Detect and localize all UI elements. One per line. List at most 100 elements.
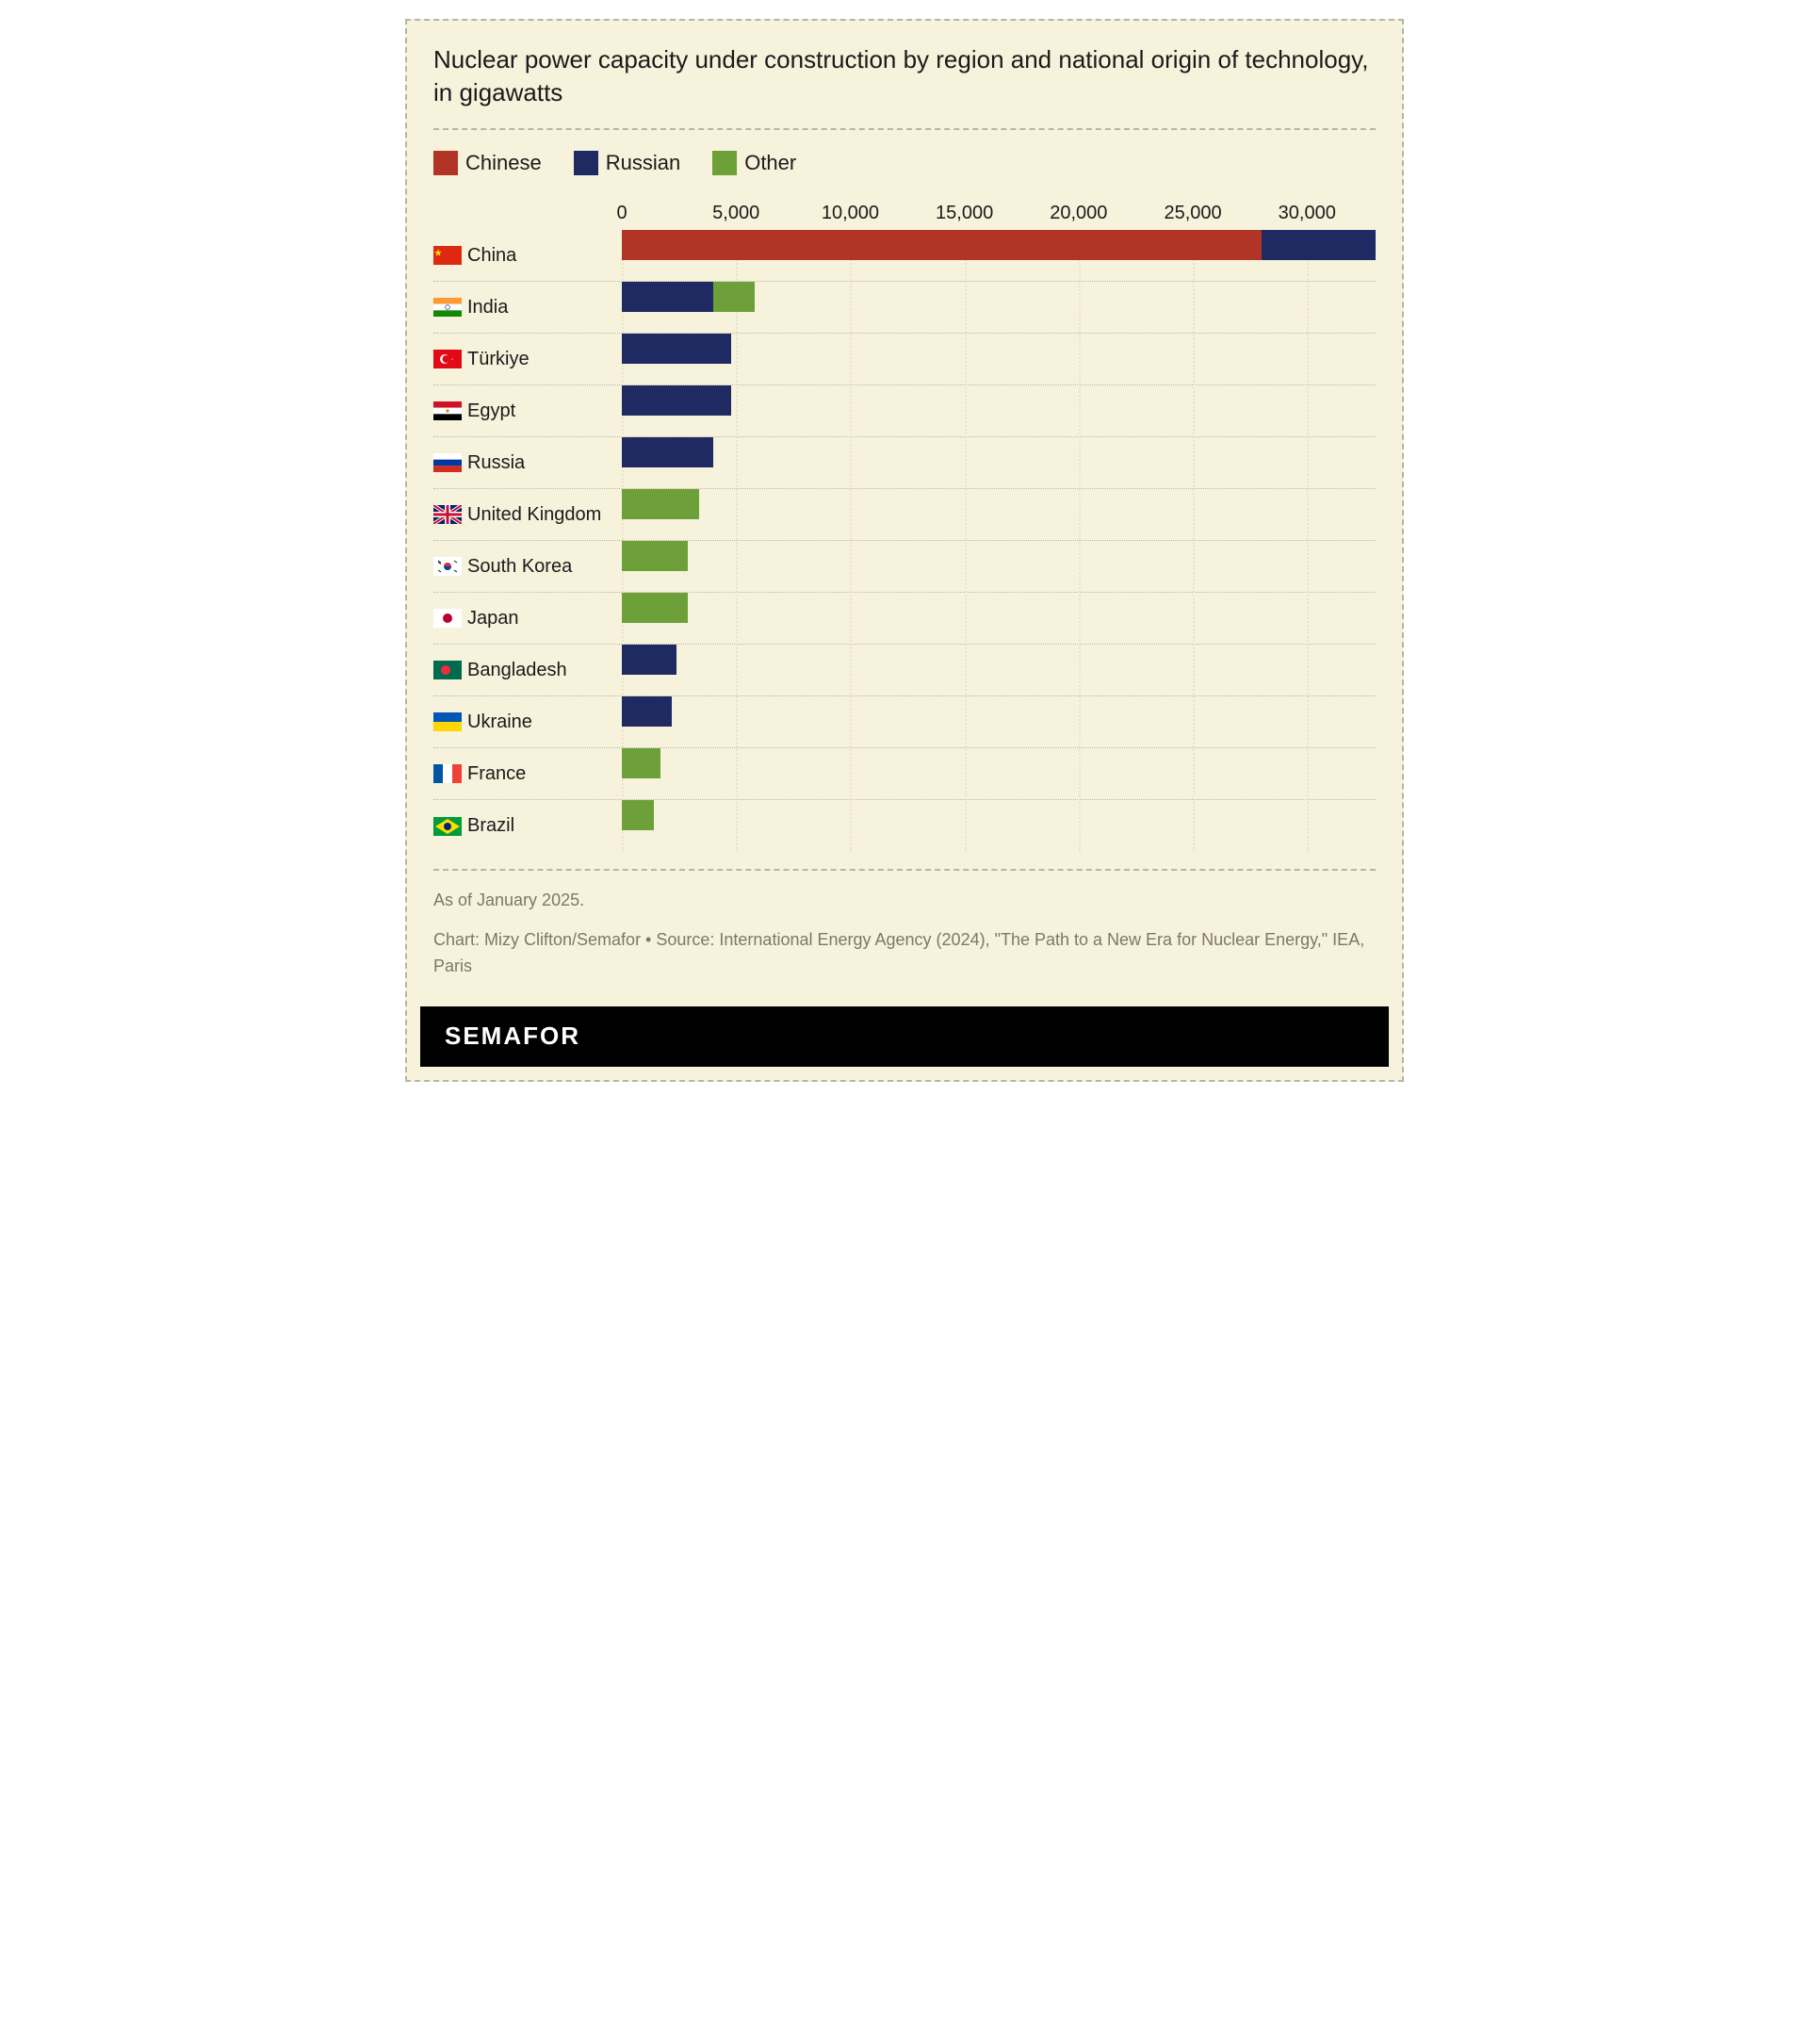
chart-row: Japan [433,593,1376,645]
row-label: China [433,245,622,267]
chart-card: Nuclear power capacity under constructio… [405,19,1404,1082]
legend-swatch [712,151,737,175]
chart-rows: China India Türkiye Egypt Russia United Kingd… [433,230,1376,852]
bar-segment-other [713,282,755,312]
bar [622,437,1376,467]
flag-kr-icon [433,557,462,576]
brand-name: SEMAFOR [445,1022,580,1051]
row-label: Egypt [433,401,622,422]
bar [622,593,1376,623]
bar [622,645,1376,675]
chart-row: Brazil [433,800,1376,852]
row-label-text: Ukraine [467,711,532,733]
flag-icon [433,453,462,472]
row-label-text: United Kingdom [467,504,601,526]
flag-icon [433,712,462,731]
flag-jp-icon [433,609,462,628]
chart-row: Bangladesh [433,645,1376,696]
legend-label: Other [744,151,796,175]
flag-in-icon [433,298,462,317]
flag-tr-icon [433,350,462,368]
legend-label: Russian [606,151,680,175]
flag-bd-icon [433,661,462,679]
legend-label: Chinese [465,151,542,175]
row-label-text: Bangladesh [467,660,567,681]
row-label: India [433,297,622,319]
bar [622,800,1376,830]
row-label-text: India [467,297,508,319]
row-label: United Kingdom [433,504,622,526]
bar-segment-other [622,800,654,830]
axis-tick-label: 5,000 [712,203,759,224]
flag-icon [433,298,462,317]
legend-swatch [574,151,598,175]
bar [622,282,1376,312]
bar-segment-other [622,593,688,623]
bar-segment-chinese [622,230,1262,260]
row-label: Ukraine [433,711,622,733]
legend-item: Russian [574,151,680,175]
flag-fr-icon [433,764,462,783]
flag-icon [433,817,462,836]
chart-title: Nuclear power capacity under constructio… [407,21,1402,128]
axis-tick-label: 20,000 [1050,203,1107,224]
axis-tick-label: 10,000 [822,203,879,224]
x-axis: 05,00010,00015,00020,00025,00030,000 [433,196,1376,230]
row-label-text: Brazil [467,815,514,837]
bar-segment-russian [622,282,713,312]
row-label: France [433,763,622,785]
flag-icon [433,505,462,524]
row-label: Brazil [433,815,622,837]
bar-segment-russian [622,385,731,416]
row-label: Bangladesh [433,660,622,681]
chart-row: United Kingdom [433,489,1376,541]
row-label-text: Egypt [467,401,515,422]
row-label-text: Russia [467,452,525,474]
bar-segment-russian [622,645,676,675]
bar [622,541,1376,571]
footer-asof: As of January 2025. [433,888,1376,914]
axis-tick-label: 15,000 [936,203,993,224]
flag-icon [433,661,462,679]
chart-row: China [433,230,1376,282]
bar-segment-russian [622,334,731,364]
legend: Chinese Russian Other [407,130,1402,187]
chart-row: Russia [433,437,1376,489]
bar-segment-russian [622,696,672,727]
flag-icon [433,401,462,420]
bar-segment-other [622,541,688,571]
axis-tick-label: 25,000 [1164,203,1221,224]
bar-segment-other [622,489,699,519]
flag-br-icon [433,817,462,836]
bar [622,489,1376,519]
flag-icon [433,764,462,783]
axis-tick-label: 30,000 [1279,203,1336,224]
legend-swatch [433,151,458,175]
chart-row: France [433,748,1376,800]
flag-ua-icon [433,712,462,731]
legend-item: Chinese [433,151,542,175]
flag-icon [433,557,462,576]
row-label-text: Türkiye [467,349,530,370]
brand-bar: SEMAFOR [420,1006,1389,1067]
flag-ru-icon [433,453,462,472]
chart-row: India [433,282,1376,334]
flag-icon [433,609,462,628]
chart-row: Egypt [433,385,1376,437]
row-label: Japan [433,608,622,630]
row-label-text: France [467,763,526,785]
row-label: Russia [433,452,622,474]
row-label-text: Japan [467,608,519,630]
flag-eg-icon [433,401,462,420]
bar [622,696,1376,727]
footer-credit: Chart: Mizy Clifton/Semafor • Source: In… [433,927,1376,980]
bar [622,230,1376,260]
chart-footer: As of January 2025. Chart: Mizy Clifton/… [407,871,1402,997]
legend-item: Other [712,151,796,175]
flag-gb-icon [433,505,462,524]
bar [622,385,1376,416]
flag-cn-icon [433,246,462,265]
row-label: Türkiye [433,349,622,370]
bar-segment-russian [1262,230,1376,260]
row-label: South Korea [433,556,622,578]
